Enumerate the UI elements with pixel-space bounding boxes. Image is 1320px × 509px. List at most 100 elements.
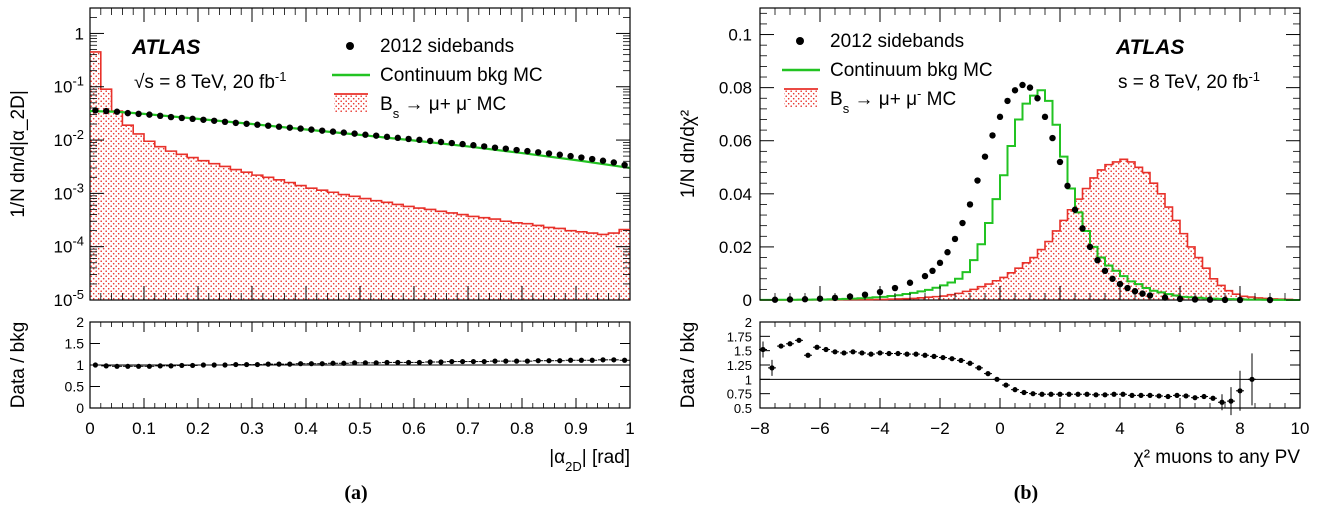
y-tick-label: 10-5	[54, 287, 84, 311]
ratio-point	[427, 359, 433, 365]
ratio-point	[222, 362, 228, 368]
x-tick-label: 4	[1115, 419, 1124, 438]
ratio-point	[1048, 391, 1054, 397]
ratio-y-tick-label: 1.5	[65, 336, 85, 352]
data-point	[254, 121, 261, 128]
ratio-point	[922, 352, 928, 358]
ratio-point	[330, 360, 336, 366]
data-point	[394, 134, 401, 142]
ratio-point	[190, 362, 196, 369]
ratio-y-tick-label: 0.5	[734, 401, 752, 416]
ratio-y-tick-label: 1	[76, 357, 84, 373]
data-point	[124, 109, 131, 117]
ratio-point	[1147, 392, 1153, 398]
ratio-point	[622, 357, 628, 363]
data-point	[1086, 243, 1094, 251]
ratio-point	[895, 350, 901, 357]
y-tick-label: 1	[75, 24, 84, 43]
data-point	[1049, 134, 1056, 142]
data-point	[146, 111, 153, 118]
x-tick-label: 0.9	[564, 419, 588, 438]
ratio-point	[1021, 389, 1027, 396]
data-point	[589, 155, 596, 163]
data-point	[1011, 87, 1019, 94]
legend-box-signal	[784, 89, 818, 107]
ratio-point	[524, 358, 531, 364]
x-tick-label: 0.5	[348, 419, 372, 438]
ratio-point	[1228, 398, 1234, 404]
panel-b-main-plot: 0 0.02 0.04 0.06 0.08 0.1 ATLAS s = 8 TeV, 20…	[678, 7, 1301, 310]
data-point	[578, 154, 585, 161]
x-tick-label: −6	[810, 419, 829, 438]
ratio-point	[233, 361, 239, 368]
ratio-point	[362, 360, 368, 366]
ratio-point	[1183, 393, 1189, 399]
ratio-point	[1066, 391, 1072, 397]
data-point	[167, 113, 175, 121]
y-tick-label: 10-1	[54, 73, 84, 97]
data-point	[1041, 113, 1049, 121]
data-point	[1056, 158, 1064, 166]
data-point	[362, 131, 369, 138]
ratio-point	[287, 361, 293, 367]
legend-label-continuum: Continuum bkg MC	[380, 65, 543, 86]
ratio-point	[211, 362, 217, 368]
data-point	[1034, 95, 1041, 102]
data-point	[556, 151, 563, 158]
ratio-point	[1192, 395, 1198, 401]
panel-a-main-plot: 10-5 10-4 10-3 10-2 10-1 1 ATLAS √s = 8 TeV, …	[8, 7, 631, 311]
ratio-point	[481, 358, 487, 365]
x-tick-label: 8	[1235, 419, 1244, 438]
data-point	[944, 249, 951, 256]
ratio-point	[125, 363, 131, 369]
panel-a-energy-label: √s = 8 TeV, 20 fb-1	[134, 69, 286, 94]
ratio-point	[841, 350, 847, 356]
ratio-point	[600, 357, 606, 363]
signal-fill	[90, 51, 630, 301]
ratio-y-tick-label: 0.75	[727, 387, 752, 402]
x-tick-label: 2	[1055, 419, 1064, 438]
data-point	[921, 272, 929, 280]
data-point	[92, 107, 99, 114]
ratio-point	[568, 357, 574, 363]
ratio-point	[244, 361, 250, 368]
legend-marker-data	[796, 37, 804, 45]
data-point	[297, 125, 304, 132]
ratio-point	[1039, 391, 1045, 397]
ratio-point	[136, 363, 142, 369]
ratio-point	[1174, 392, 1180, 398]
data-point	[265, 122, 272, 129]
data-point	[1079, 225, 1086, 232]
ratio-point	[1156, 393, 1162, 399]
ratio-point	[769, 365, 775, 371]
ratio-point	[492, 358, 498, 364]
ratio-point	[1057, 391, 1063, 397]
ratio-point	[265, 361, 271, 367]
data-point	[1019, 81, 1026, 89]
x-tick-label: 0	[85, 419, 94, 438]
ratio-point	[1165, 393, 1171, 400]
ratio-point	[850, 349, 856, 355]
data-point	[157, 112, 164, 120]
ratio-point	[341, 360, 347, 366]
ratio-point	[352, 360, 358, 366]
data-point	[524, 147, 531, 155]
ratio-point	[994, 376, 1000, 382]
ratio-point	[904, 351, 910, 357]
x-tick-label: 6	[1175, 419, 1184, 438]
x-tick-label: 0.4	[294, 419, 318, 438]
ratio-point	[958, 357, 964, 364]
legend-box-signal	[334, 94, 368, 112]
ratio-point	[406, 359, 412, 366]
data-point	[906, 279, 914, 286]
ratio-point	[503, 358, 509, 364]
data-point	[437, 138, 445, 146]
ratio-y-tick-label: 2	[745, 315, 752, 330]
data-point	[966, 201, 974, 208]
ratio-point	[298, 361, 304, 367]
data-point	[1116, 280, 1124, 288]
ratio-point	[787, 341, 793, 347]
panel-b-xlabel: χ² muons to any PV	[1134, 447, 1301, 468]
ratio-point	[1201, 393, 1207, 400]
data-point	[308, 126, 315, 133]
